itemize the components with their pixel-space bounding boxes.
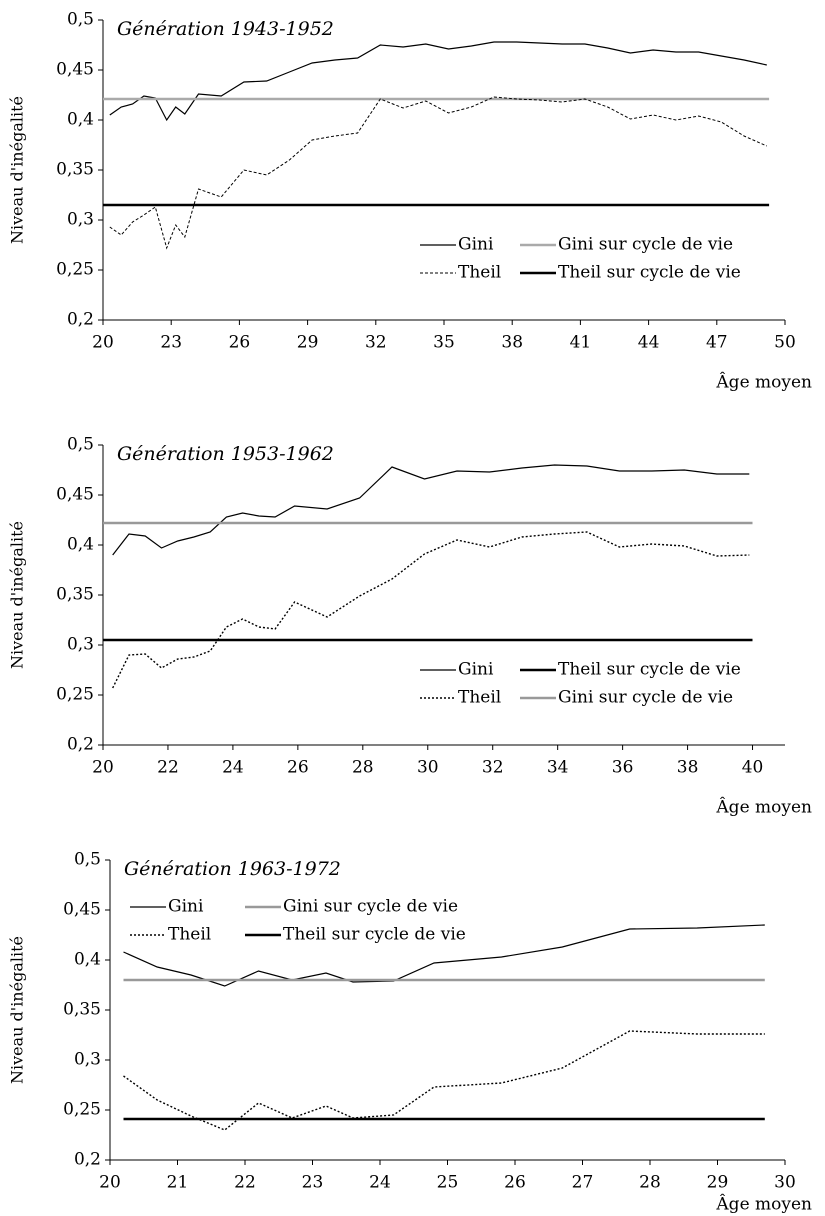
x-tick-label: 26 <box>229 333 251 353</box>
y-tick-label: 0,25 <box>63 1100 101 1120</box>
series-line <box>109 96 768 250</box>
x-tick-label: 47 <box>706 333 728 353</box>
y-tick-label: 0,3 <box>74 1050 101 1070</box>
x-tick-label: 30 <box>774 1173 796 1193</box>
series-line <box>112 531 750 689</box>
x-tick-label: 22 <box>234 1173 256 1193</box>
y-axis-label: Niveau d'inégalité <box>8 936 27 1084</box>
y-tick-label: 0,5 <box>74 850 101 870</box>
x-tick-label: 23 <box>160 333 182 353</box>
y-tick-label: 0,25 <box>56 685 94 705</box>
legend-label: Gini sur cycle de vie <box>558 688 733 708</box>
x-tick-label: 28 <box>639 1173 661 1193</box>
y-tick-label: 0,45 <box>56 60 94 80</box>
series-line <box>112 464 750 556</box>
x-tick-label: 29 <box>297 333 319 353</box>
y-tick-label: 0,2 <box>67 310 94 330</box>
x-tick-label: 35 <box>433 333 455 353</box>
y-tick-label: 0,4 <box>67 110 94 130</box>
y-axis-label: Niveau d'inégalité <box>8 96 27 244</box>
y-tick-label: 0,3 <box>67 635 94 655</box>
x-tick-label: 20 <box>92 333 114 353</box>
x-tick-label: 25 <box>437 1173 459 1193</box>
y-tick-label: 0,4 <box>67 535 94 555</box>
y-tick-label: 0,2 <box>74 1150 101 1170</box>
legend-label: Theil sur cycle de vie <box>283 925 466 945</box>
x-tick-label: 44 <box>638 333 660 353</box>
legend-label: Gini <box>458 660 494 680</box>
legend-label: Theil <box>458 688 501 708</box>
y-tick-label: 0,2 <box>67 735 94 755</box>
legend-label: Theil sur cycle de vie <box>558 660 741 680</box>
legend-label: Gini sur cycle de vie <box>558 235 733 255</box>
y-tick-label: 0,5 <box>67 435 94 455</box>
x-tick-label: 28 <box>352 758 374 778</box>
x-tick-label: 38 <box>501 333 523 353</box>
x-tick-label: 32 <box>365 333 387 353</box>
x-tick-label: 21 <box>167 1173 189 1193</box>
y-tick-label: 0,25 <box>56 260 94 280</box>
x-tick-label: 23 <box>302 1173 324 1193</box>
legend-label: Theil <box>168 925 211 945</box>
series-line <box>123 924 765 987</box>
y-tick-label: 0,35 <box>56 160 94 180</box>
y-tick-label: 0,35 <box>63 1000 101 1020</box>
y-tick-label: 0,3 <box>67 210 94 230</box>
legend-label: Gini <box>168 897 204 917</box>
y-tick-label: 0,45 <box>63 900 101 920</box>
x-tick-label: 38 <box>677 758 699 778</box>
y-tick-label: 0,35 <box>56 585 94 605</box>
x-tick-label: 20 <box>99 1173 121 1193</box>
x-axis-label: Âge moyen <box>715 1194 812 1215</box>
legend-label: Gini <box>458 235 494 255</box>
x-tick-label: 30 <box>417 758 439 778</box>
legend-label: Gini sur cycle de vie <box>283 897 458 917</box>
x-tick-label: 26 <box>504 1173 526 1193</box>
x-tick-label: 24 <box>369 1173 391 1193</box>
x-tick-label: 34 <box>547 758 569 778</box>
x-tick-label: 36 <box>612 758 634 778</box>
y-axis-label: Niveau d'inégalité <box>8 521 27 669</box>
x-tick-label: 29 <box>707 1173 729 1193</box>
x-tick-label: 32 <box>482 758 504 778</box>
chart-title: Génération 1953-1962 <box>117 443 334 465</box>
x-tick-label: 20 <box>92 758 114 778</box>
series-line <box>109 41 767 122</box>
y-tick-label: 0,5 <box>67 10 94 30</box>
chart-title: Génération 1943-1952 <box>117 18 334 40</box>
legend-label: Theil sur cycle de vie <box>558 263 741 283</box>
x-tick-label: 26 <box>287 758 309 778</box>
legend-label: Theil <box>458 263 501 283</box>
x-axis-label: Âge moyen <box>715 797 812 818</box>
x-tick-label: 41 <box>570 333 592 353</box>
x-tick-label: 22 <box>157 758 179 778</box>
chart-title: Génération 1963-1972 <box>124 858 341 880</box>
x-tick-label: 27 <box>572 1173 594 1193</box>
y-tick-label: 0,4 <box>74 950 101 970</box>
x-tick-label: 50 <box>774 333 796 353</box>
x-axis-label: Âge moyen <box>715 372 812 393</box>
series-line <box>123 1030 765 1131</box>
y-tick-label: 0,45 <box>56 485 94 505</box>
x-tick-label: 24 <box>222 758 244 778</box>
x-tick-label: 40 <box>742 758 764 778</box>
